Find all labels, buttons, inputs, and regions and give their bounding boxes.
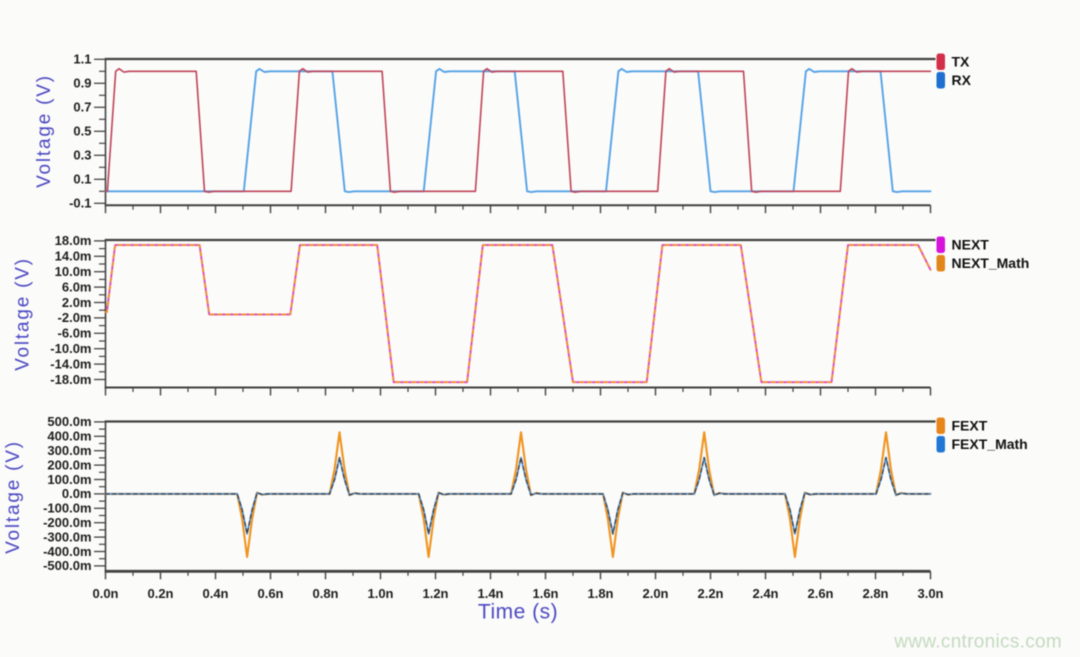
svg-text:-6.0m: -6.0m (58, 326, 92, 341)
svg-text:-14.0m: -14.0m (50, 356, 91, 371)
svg-text:10.0m: 10.0m (55, 264, 92, 279)
svg-text:0.4n: 0.4n (202, 586, 228, 601)
svg-text:300.0m: 300.0m (47, 443, 91, 458)
svg-text:-300.0m: -300.0m (43, 529, 91, 544)
svg-text:-10.0m: -10.0m (50, 341, 91, 356)
svg-text:-0.1: -0.1 (69, 196, 91, 211)
svg-text:1.1: 1.1 (73, 52, 91, 67)
svg-text:6.0m: 6.0m (62, 279, 92, 294)
svg-text:100.0m: 100.0m (47, 472, 91, 487)
svg-text:1.6n: 1.6n (532, 586, 558, 601)
svg-text:0.8n: 0.8n (312, 586, 338, 601)
svg-text:0.5: 0.5 (73, 124, 91, 139)
svg-text:FEXT: FEXT (952, 418, 988, 434)
svg-text:-200.0m: -200.0m (43, 515, 91, 530)
svg-text:2.0m: 2.0m (62, 295, 92, 310)
svg-text:0.1: 0.1 (73, 172, 91, 187)
svg-text:RX: RX (952, 72, 972, 88)
svg-text:0.0m: 0.0m (62, 486, 92, 501)
svg-text:14.0m: 14.0m (55, 249, 92, 264)
svg-text:www.cntronics.com: www.cntronics.com (893, 632, 1062, 653)
svg-text:-100.0m: -100.0m (43, 501, 91, 516)
svg-text:Voltage (V): Voltage (V) (3, 440, 24, 554)
svg-text:2.2n: 2.2n (697, 586, 723, 601)
svg-text:1.0n: 1.0n (367, 586, 393, 601)
svg-text:1.8n: 1.8n (587, 586, 613, 601)
svg-text:200.0m: 200.0m (47, 457, 91, 472)
svg-text:NEXT_Math: NEXT_Math (952, 255, 1030, 271)
svg-text:Time (s): Time (s) (478, 601, 558, 624)
svg-text:2.6n: 2.6n (807, 586, 833, 601)
svg-text:400.0m: 400.0m (47, 429, 91, 444)
svg-text:Voltage (V): Voltage (V) (13, 257, 34, 371)
svg-text:2.0n: 2.0n (642, 586, 668, 601)
svg-text:0.3: 0.3 (73, 148, 91, 163)
svg-text:500.0m: 500.0m (47, 414, 91, 429)
svg-text:1.2n: 1.2n (422, 586, 448, 601)
svg-text:TX: TX (952, 54, 971, 70)
svg-text:2.8n: 2.8n (862, 586, 888, 601)
svg-text:-400.0m: -400.0m (43, 544, 91, 559)
svg-text:0.7: 0.7 (73, 100, 91, 115)
svg-text:1.4n: 1.4n (477, 586, 503, 601)
svg-text:0.0n: 0.0n (92, 586, 118, 601)
svg-text:-500.0m: -500.0m (43, 558, 91, 573)
svg-text:0.2n: 0.2n (147, 586, 173, 601)
svg-text:FEXT_Math: FEXT_Math (952, 436, 1028, 452)
svg-text:Voltage (V): Voltage (V) (34, 74, 55, 188)
svg-text:0.9: 0.9 (73, 76, 91, 91)
svg-text:-18.0m: -18.0m (50, 372, 91, 387)
svg-text:0.6n: 0.6n (257, 586, 283, 601)
svg-text:3.0n: 3.0n (917, 586, 943, 601)
svg-text:2.4n: 2.4n (752, 586, 778, 601)
svg-text:-2.0m: -2.0m (58, 310, 92, 325)
svg-text:18.0m: 18.0m (55, 233, 92, 248)
svg-text:NEXT: NEXT (952, 237, 990, 253)
